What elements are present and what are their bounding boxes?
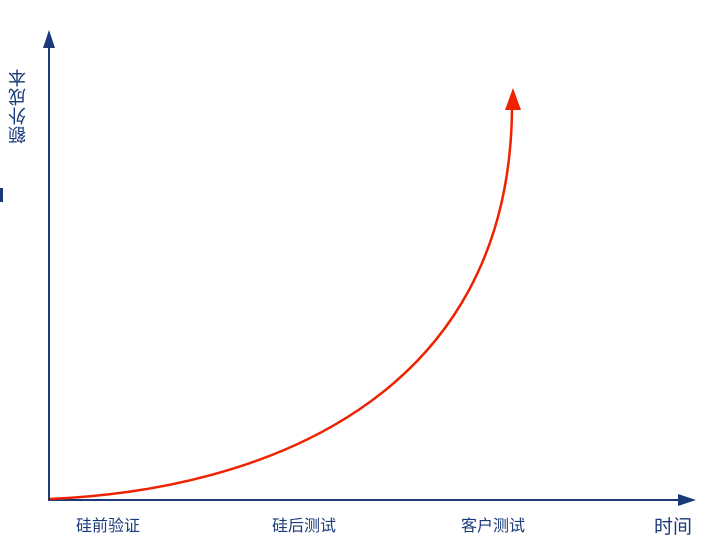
cost-curve-arrow (505, 88, 521, 110)
y-axis-arrow (43, 30, 55, 48)
cost-curve (49, 107, 514, 501)
x-axis-label: 时间 (654, 516, 693, 538)
x-category-pre-silicon: 硅前验证 (76, 516, 141, 535)
y-axis-label: 额外成本 (8, 68, 29, 144)
x-axis-arrow (678, 494, 696, 506)
x-category-post-silicon: 硅后测试 (272, 516, 337, 535)
left-edge-mark (0, 188, 3, 202)
x-category-customer: 客户测试 (461, 516, 526, 535)
